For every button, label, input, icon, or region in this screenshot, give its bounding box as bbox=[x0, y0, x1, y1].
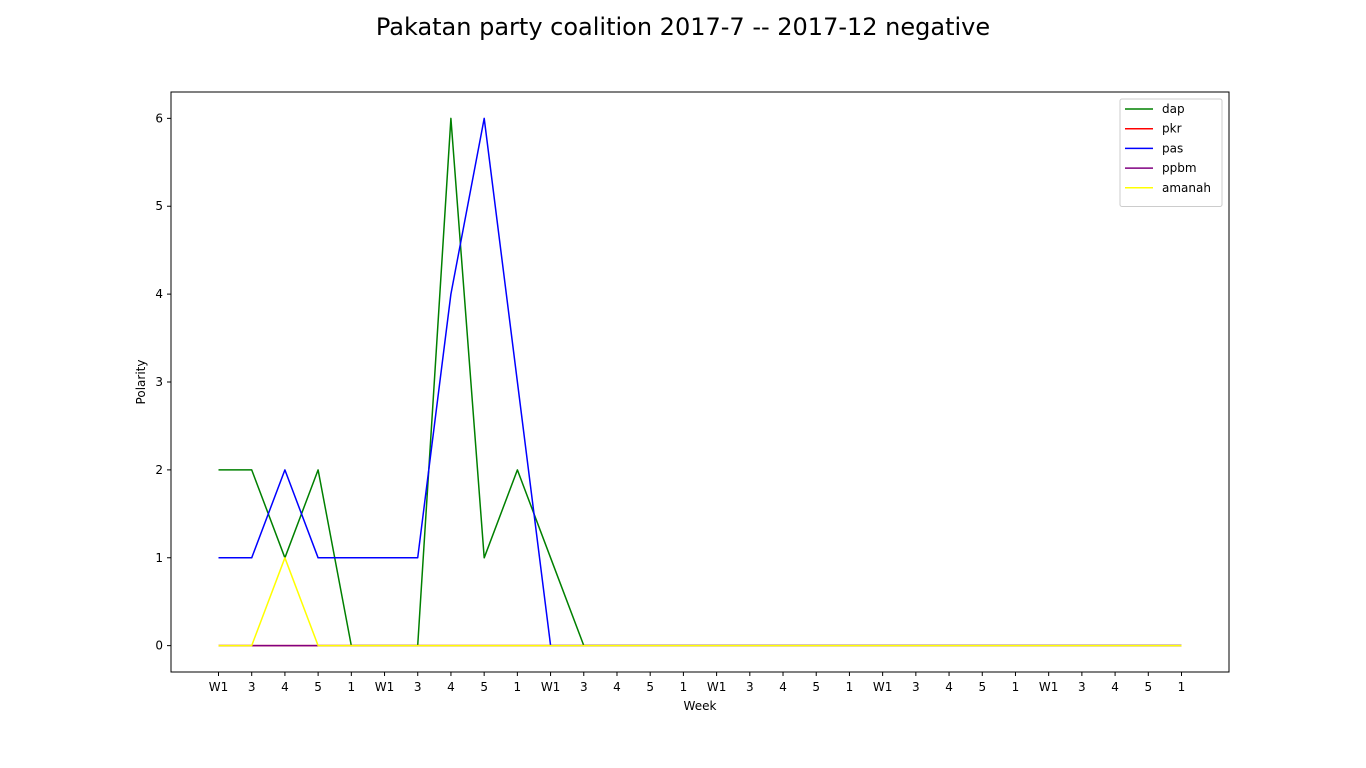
legend-label-dap: dap bbox=[1162, 102, 1185, 116]
x-tick-label: W1 bbox=[375, 680, 395, 694]
x-tick-label: W1 bbox=[707, 680, 727, 694]
x-tick-label: 5 bbox=[480, 680, 488, 694]
x-tick-label: W1 bbox=[541, 680, 561, 694]
legend-label-pkr: pkr bbox=[1162, 122, 1182, 136]
x-tick-label: 5 bbox=[812, 680, 820, 694]
x-tick-label: 3 bbox=[414, 680, 422, 694]
y-tick-label: 4 bbox=[155, 287, 163, 301]
x-tick-label: 1 bbox=[680, 680, 688, 694]
x-tick-label: 1 bbox=[514, 680, 522, 694]
y-tick-label: 5 bbox=[155, 199, 163, 213]
x-tick-label: 3 bbox=[912, 680, 920, 694]
x-tick-label: 4 bbox=[613, 680, 621, 694]
legend: dap pkr pas ppbm amanah bbox=[1119, 98, 1223, 207]
legend-box bbox=[1119, 98, 1223, 207]
x-tick-label: 4 bbox=[779, 680, 787, 694]
x-tick-label: 5 bbox=[646, 680, 654, 694]
chart-title: Pakatan party coalition 2017-7 -- 2017-1… bbox=[376, 13, 990, 41]
series-line-dap bbox=[218, 117, 1182, 647]
legend-label-pas: pas bbox=[1162, 141, 1183, 155]
x-tick-label: 5 bbox=[314, 680, 322, 694]
y-tick-label: 1 bbox=[155, 551, 163, 565]
x-tick-label: 1 bbox=[846, 680, 854, 694]
plot-lines bbox=[218, 117, 1182, 647]
x-tick-label: 4 bbox=[281, 680, 289, 694]
x-tick-label: W1 bbox=[873, 680, 893, 694]
x-tick-label: W1 bbox=[209, 680, 229, 694]
x-tick-label: 5 bbox=[1144, 680, 1152, 694]
x-tick-label: 4 bbox=[945, 680, 953, 694]
x-tick-label: 3 bbox=[1078, 680, 1086, 694]
y-axis: 0 1 2 3 4 5 6 bbox=[155, 111, 171, 653]
series-line-amanah bbox=[218, 557, 1182, 647]
x-axis: W1 3 4 5 1 W1 3 4 5 1 W1 3 4 5 1 W1 3 4 5 1 W1 3 4 5 1 W1 3 4 5 1 bbox=[209, 672, 1186, 694]
legend-label-ppbm: ppbm bbox=[1162, 161, 1197, 175]
x-axis-label: Week bbox=[684, 699, 717, 713]
x-tick-label: 4 bbox=[1111, 680, 1119, 694]
legend-label-amanah: amanah bbox=[1162, 181, 1211, 195]
x-tick-label: 3 bbox=[746, 680, 754, 694]
y-tick-label: 6 bbox=[155, 111, 163, 125]
x-tick-label: W1 bbox=[1039, 680, 1059, 694]
plot-frame bbox=[170, 91, 1230, 673]
x-tick-label: 1 bbox=[348, 680, 356, 694]
x-tick-label: 1 bbox=[1178, 680, 1186, 694]
x-tick-label: 1 bbox=[1012, 680, 1020, 694]
y-axis-label: Polarity bbox=[134, 360, 148, 405]
x-tick-label: 4 bbox=[447, 680, 455, 694]
y-tick-label: 3 bbox=[155, 375, 163, 389]
x-tick-label: 5 bbox=[978, 680, 986, 694]
x-tick-label: 3 bbox=[248, 680, 256, 694]
x-tick-label: 3 bbox=[580, 680, 588, 694]
series-line-pas bbox=[218, 117, 1182, 647]
y-tick-label: 2 bbox=[155, 463, 163, 477]
y-tick-label: 0 bbox=[155, 639, 163, 653]
